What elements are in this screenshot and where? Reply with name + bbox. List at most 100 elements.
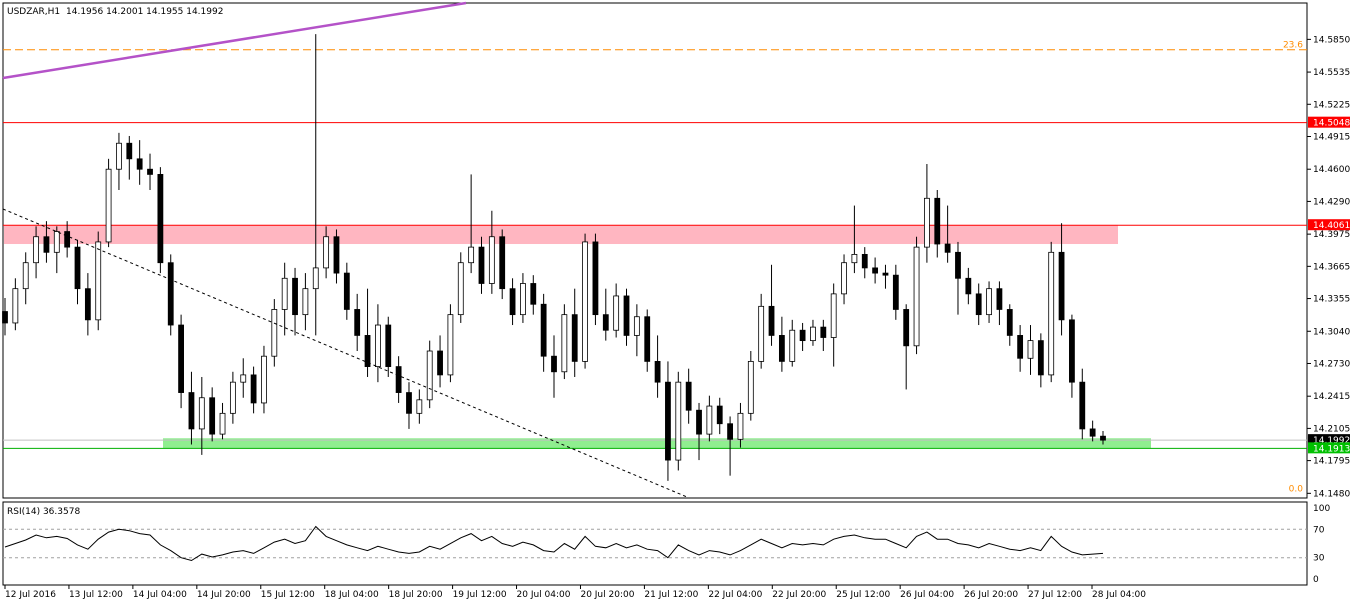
candle-body [43,236,50,253]
candle-body [343,272,350,310]
candle [375,304,381,383]
candle-body [126,142,133,160]
candle-body [64,231,71,248]
candle [561,304,568,380]
candle [468,174,475,274]
candle-body [292,277,298,316]
candle [426,340,433,409]
candle-body [747,360,754,414]
candle [1079,368,1086,440]
candle [1089,420,1096,442]
candle [312,34,319,336]
rsi-axis-label: 100 [1313,504,1330,514]
candle-body [271,309,278,357]
candle [965,267,972,305]
time-tick-label: 27 Jul 12:00 [1028,590,1082,600]
candle-body [841,262,847,295]
candle [12,278,19,331]
candle-body [1048,251,1055,376]
candle-body [157,174,164,264]
candle-body [333,236,340,274]
candle [292,267,298,336]
candle-body [147,168,153,175]
candle-body [281,277,288,310]
candle [913,236,920,355]
candle [747,351,754,421]
candle [1037,333,1044,388]
candle-body [955,251,961,279]
time-tick-label: 14 Jul 20:00 [197,590,251,600]
candle-body [768,305,775,336]
candle-body [1079,381,1086,430]
candle-body [913,246,920,347]
candle-body [53,231,60,253]
candle [364,288,371,377]
candle-body [1089,428,1096,437]
candle-body [426,350,433,401]
candle [478,236,485,294]
candle [509,278,516,326]
candle-body [95,241,102,321]
candle [571,288,578,377]
candle [975,283,982,326]
rsi-label: RSI(14) 36.3578 [7,507,80,517]
price-tick-label: 14.4290 [1313,197,1350,207]
candle [219,402,226,440]
candle [665,361,671,481]
candle [592,233,599,326]
candle [167,254,174,336]
candle [178,314,184,409]
rsi-axis-label: 0 [1313,575,1319,585]
candle [343,262,350,320]
candle [675,371,682,471]
price-tick-label: 14.5850 [1313,35,1350,45]
candle [892,264,899,320]
candle [716,397,723,435]
candle-body [354,309,361,336]
candle-body [105,168,112,243]
rsi-panel-frame [2,501,1308,586]
candle-body [571,314,578,362]
candle [281,262,288,336]
price-tick-label: 14.3975 [1313,230,1350,240]
candle [447,304,454,383]
candle [74,239,81,305]
candle [323,226,330,279]
time-tick-label: 22 Jul 20:00 [772,590,826,600]
candle [520,273,526,323]
candle [157,167,164,274]
candle [1006,304,1013,346]
candle [903,304,910,390]
time-tick-label: 26 Jul 04:00 [900,590,954,600]
candle [582,233,588,369]
candle [996,281,1003,326]
candle [1027,325,1034,375]
candle-body [188,392,195,430]
price-tick-label: 14.4915 [1313,132,1350,142]
candle [778,316,785,372]
candle [1017,325,1024,372]
candles [2,34,1106,481]
candle-body [499,236,506,290]
candle-body [406,392,412,414]
candle-body [872,267,879,274]
candle-body [22,262,29,290]
candle-body [1100,435,1106,441]
candle-body [975,293,982,316]
time-tick-label: 22 Jul 04:00 [708,590,762,600]
time-tick-label: 20 Jul 20:00 [580,590,634,600]
candle [685,368,692,424]
candle [851,205,858,274]
candle-body [457,262,464,316]
candle [934,189,941,258]
candle-body [882,272,889,276]
price-tick-label: 14.3355 [1313,295,1350,305]
candle [830,283,837,367]
candle-body [810,326,816,342]
candle [209,387,216,442]
candle-body [261,355,267,404]
resistance-price-label: 14.5048 [1313,119,1350,129]
candle-body [209,397,216,435]
candle [820,319,827,352]
